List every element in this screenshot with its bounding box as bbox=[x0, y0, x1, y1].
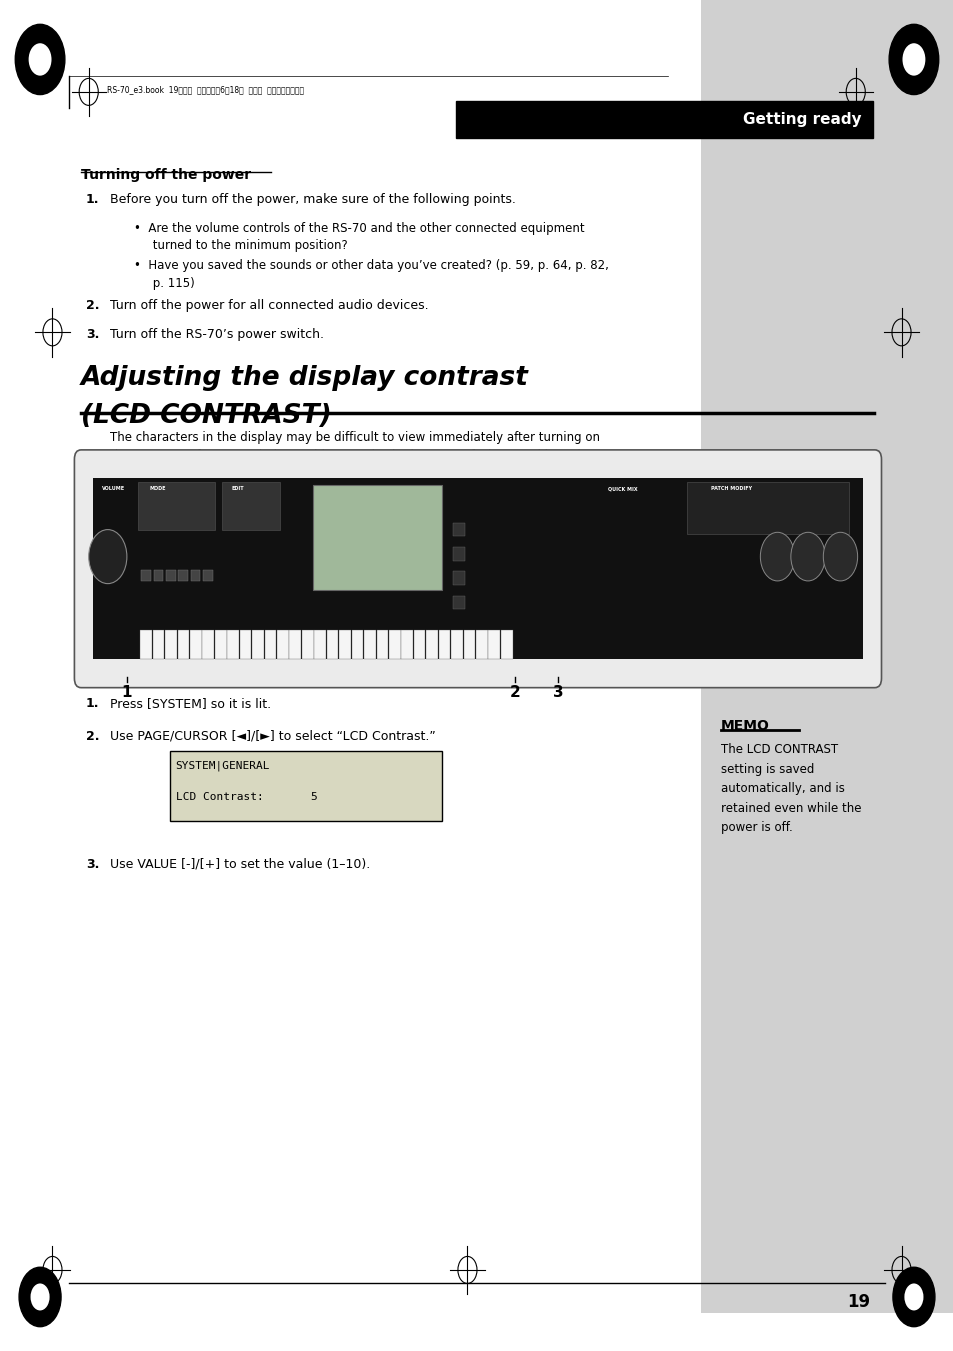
Bar bbox=[500, 630, 512, 659]
Text: The characters in the display may be difficult to view immediately after turning: The characters in the display may be dif… bbox=[110, 431, 599, 481]
Bar bbox=[414, 630, 425, 659]
Bar bbox=[463, 630, 475, 659]
Bar bbox=[476, 630, 487, 659]
Bar bbox=[203, 570, 213, 581]
Circle shape bbox=[29, 43, 51, 76]
Bar bbox=[153, 570, 163, 581]
Bar bbox=[177, 630, 189, 659]
Text: 3.: 3. bbox=[86, 328, 99, 342]
Bar bbox=[239, 630, 252, 659]
Bar bbox=[314, 630, 326, 659]
Circle shape bbox=[888, 24, 938, 95]
Text: 2.: 2. bbox=[86, 299, 99, 312]
Text: MEMO: MEMO bbox=[720, 719, 769, 732]
Text: SYSTEM|GENERAL: SYSTEM|GENERAL bbox=[175, 761, 270, 771]
Bar bbox=[170, 751, 441, 821]
Circle shape bbox=[760, 532, 794, 581]
Bar bbox=[92, 478, 862, 659]
Circle shape bbox=[30, 1283, 50, 1310]
Text: PATCH MODIFY: PATCH MODIFY bbox=[710, 486, 751, 492]
Bar bbox=[451, 630, 462, 659]
Text: 2: 2 bbox=[509, 685, 520, 700]
Bar bbox=[289, 630, 301, 659]
Circle shape bbox=[892, 1267, 934, 1327]
Text: The LCD CONTRAST
setting is saved
automatically, and is
retained even while the
: The LCD CONTRAST setting is saved automa… bbox=[720, 743, 861, 834]
Text: QUICK MIX: QUICK MIX bbox=[607, 486, 637, 492]
Bar bbox=[178, 570, 188, 581]
Text: Turn off the power for all connected audio devices.: Turn off the power for all connected aud… bbox=[110, 299, 428, 312]
Bar bbox=[313, 485, 441, 590]
Text: Use PAGE/CURSOR [◄]/[►] to select “LCD Contrast.”: Use PAGE/CURSOR [◄]/[►] to select “LCD C… bbox=[110, 730, 435, 743]
Circle shape bbox=[903, 1283, 923, 1310]
Text: •  Are the volume controls of the RS-70 and the other connected equipment
     t: • Are the volume controls of the RS-70 a… bbox=[133, 222, 583, 253]
Bar bbox=[165, 630, 176, 659]
Text: VOLUME: VOLUME bbox=[102, 486, 125, 492]
Bar bbox=[152, 630, 164, 659]
Circle shape bbox=[89, 530, 127, 584]
Text: Getting ready: Getting ready bbox=[742, 112, 861, 127]
Text: Turn off the RS-70’s power switch.: Turn off the RS-70’s power switch. bbox=[110, 328, 323, 342]
Text: 3.: 3. bbox=[86, 858, 99, 871]
Text: Use VALUE [-]/[+] to set the value (1–10).: Use VALUE [-]/[+] to set the value (1–10… bbox=[110, 858, 370, 871]
Bar bbox=[264, 630, 276, 659]
Text: 2.: 2. bbox=[86, 730, 99, 743]
FancyBboxPatch shape bbox=[74, 450, 881, 688]
Bar bbox=[191, 570, 200, 581]
Bar bbox=[352, 630, 363, 659]
Text: Turning off the power: Turning off the power bbox=[81, 168, 251, 181]
Bar bbox=[401, 630, 413, 659]
Text: 3: 3 bbox=[552, 685, 563, 700]
Bar bbox=[138, 482, 214, 530]
Bar bbox=[166, 570, 175, 581]
Bar bbox=[453, 571, 464, 585]
Bar bbox=[389, 630, 400, 659]
Text: MODE: MODE bbox=[150, 486, 166, 492]
Bar bbox=[222, 482, 279, 530]
Text: Before you turn off the power, make sure of the following points.: Before you turn off the power, make sure… bbox=[110, 193, 515, 207]
Bar bbox=[339, 630, 351, 659]
Text: 1: 1 bbox=[121, 685, 132, 700]
Bar bbox=[140, 630, 152, 659]
Bar bbox=[327, 630, 338, 659]
Text: 1.: 1. bbox=[86, 697, 99, 711]
Bar bbox=[301, 630, 314, 659]
Text: 19: 19 bbox=[846, 1293, 869, 1312]
Bar bbox=[488, 630, 499, 659]
Text: RS-70_e3.book  19ページ  ２００３年6月18日  水曜日  午後１２晎５４分: RS-70_e3.book 19ページ ２００３年6月18日 水曜日 午後１２晎… bbox=[107, 85, 304, 93]
Bar bbox=[364, 630, 375, 659]
Circle shape bbox=[790, 532, 824, 581]
Circle shape bbox=[15, 24, 65, 95]
Bar bbox=[686, 482, 848, 534]
Circle shape bbox=[19, 1267, 61, 1327]
Bar bbox=[252, 630, 264, 659]
Bar bbox=[227, 630, 238, 659]
Text: Adjusting the display contrast: Adjusting the display contrast bbox=[81, 365, 528, 390]
Text: •  Have you saved the sounds or other data you’ve created? (p. 59, p. 64, p. 82,: • Have you saved the sounds or other dat… bbox=[133, 259, 608, 290]
Bar bbox=[276, 630, 289, 659]
Text: Press [SYSTEM] so it is lit.: Press [SYSTEM] so it is lit. bbox=[110, 697, 271, 711]
Text: LCD Contrast:       5: LCD Contrast: 5 bbox=[175, 792, 317, 801]
Bar bbox=[141, 570, 151, 581]
Bar bbox=[453, 547, 464, 561]
Text: EDIT: EDIT bbox=[232, 486, 244, 492]
Bar bbox=[456, 101, 872, 138]
Circle shape bbox=[822, 532, 857, 581]
Bar bbox=[214, 630, 226, 659]
Bar bbox=[438, 630, 450, 659]
Circle shape bbox=[902, 43, 924, 76]
Bar bbox=[202, 630, 213, 659]
Bar bbox=[700, 0, 953, 1313]
Bar bbox=[453, 523, 464, 536]
Bar bbox=[453, 596, 464, 609]
Text: 1.: 1. bbox=[86, 193, 99, 207]
Bar bbox=[376, 630, 388, 659]
Bar bbox=[426, 630, 437, 659]
Text: (LCD CONTRAST): (LCD CONTRAST) bbox=[81, 403, 332, 428]
Bar bbox=[190, 630, 201, 659]
